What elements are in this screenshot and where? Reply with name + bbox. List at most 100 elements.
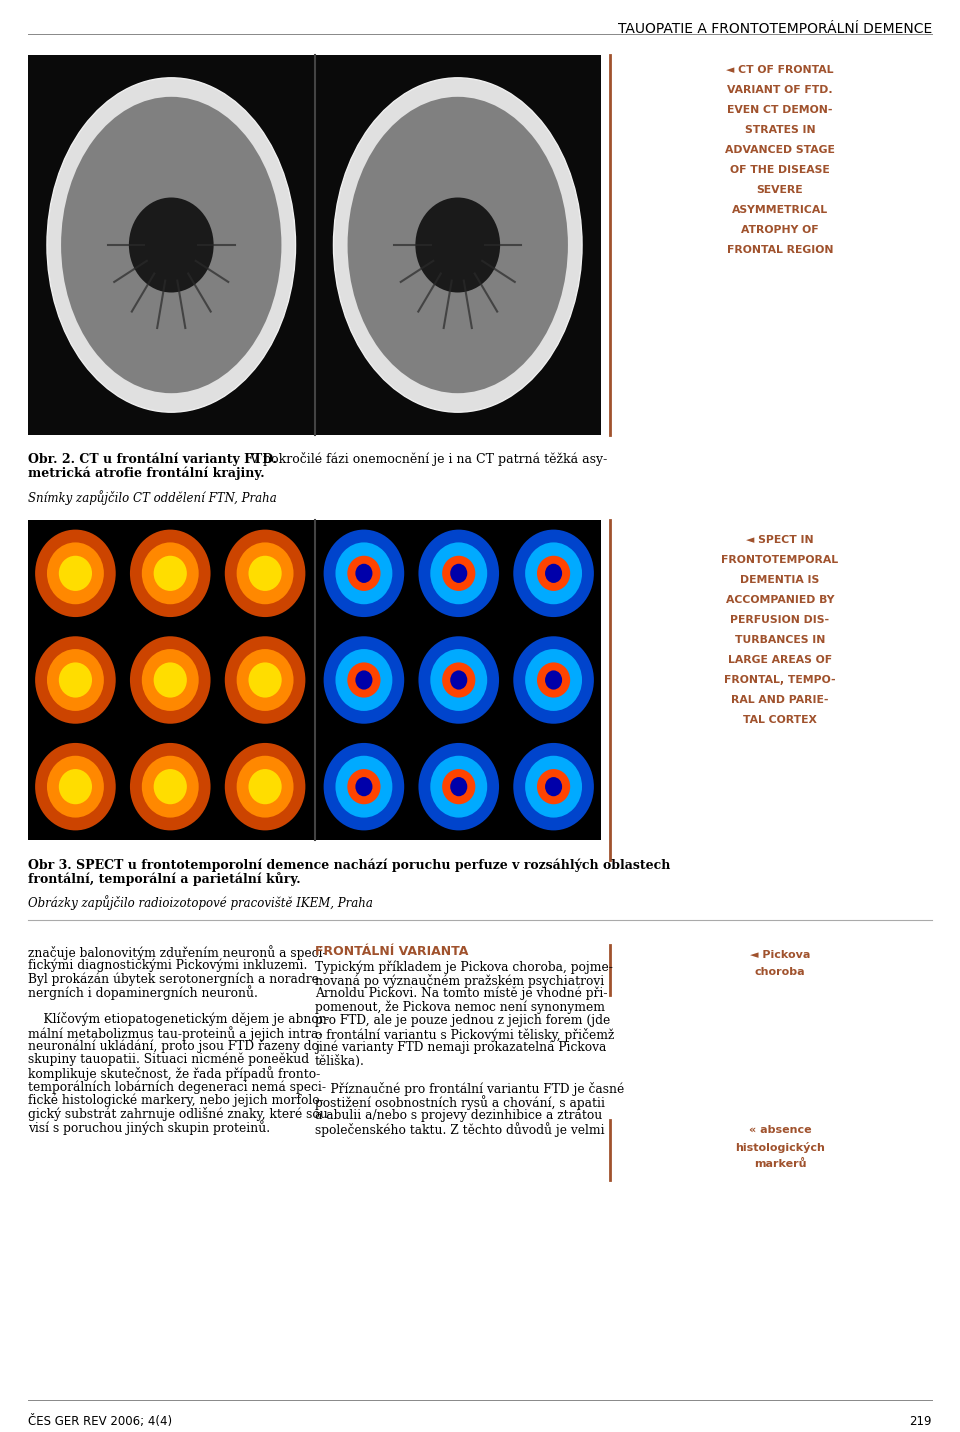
Ellipse shape xyxy=(61,97,281,394)
Ellipse shape xyxy=(450,778,468,796)
Text: FRONTOTEMPORAL: FRONTOTEMPORAL xyxy=(721,556,839,566)
Text: Klíčovým etiopatogenetickým dějem je abnor-: Klíčovým etiopatogenetickým dějem je abn… xyxy=(28,1012,328,1027)
Text: ADVANCED STAGE: ADVANCED STAGE xyxy=(725,145,835,155)
Text: ◄ CT OF FRONTAL: ◄ CT OF FRONTAL xyxy=(727,64,833,74)
Text: Obr. 2. CT u frontální varianty FTD.: Obr. 2. CT u frontální varianty FTD. xyxy=(28,453,277,465)
Ellipse shape xyxy=(335,756,393,818)
Ellipse shape xyxy=(525,543,582,604)
Ellipse shape xyxy=(335,649,393,710)
Text: těliška).: těliška). xyxy=(315,1054,365,1067)
Text: fickými diagnostickými Pickovými inkluzemi.: fickými diagnostickými Pickovými inkluze… xyxy=(28,958,307,972)
Text: Typickým příkladem je Pickova choroba, pojme-: Typickým příkladem je Pickova choroba, p… xyxy=(315,959,612,974)
Ellipse shape xyxy=(443,556,475,591)
Text: Obrázky zapůjčilo radioizotopové pracoviště IKEM, Praha: Obrázky zapůjčilo radioizotopové pracovi… xyxy=(28,895,372,909)
Ellipse shape xyxy=(36,530,116,617)
Ellipse shape xyxy=(333,77,582,412)
Text: TAL CORTEX: TAL CORTEX xyxy=(743,715,817,725)
Text: skupiny tauopatii. Situaci nicméně poneěkud: skupiny tauopatii. Situaci nicméně poneě… xyxy=(28,1053,309,1067)
Ellipse shape xyxy=(47,756,104,818)
Ellipse shape xyxy=(236,649,294,710)
Ellipse shape xyxy=(324,743,404,831)
Bar xyxy=(28,54,601,435)
Ellipse shape xyxy=(47,543,104,604)
Text: neuronální ukládání, proto jsou FTD řazeny do: neuronální ukládání, proto jsou FTD řaze… xyxy=(28,1040,319,1053)
Ellipse shape xyxy=(236,756,294,818)
Text: SEVERE: SEVERE xyxy=(756,185,804,195)
Ellipse shape xyxy=(355,778,372,796)
Ellipse shape xyxy=(47,77,296,412)
Ellipse shape xyxy=(416,198,500,292)
Text: frontální, temporální a parietální kůry.: frontální, temporální a parietální kůry. xyxy=(28,872,300,886)
Text: TAUOPATIE A FRONTOTEMPORÁLNÍ DEMENCE: TAUOPATIE A FRONTOTEMPORÁLNÍ DEMENCE xyxy=(617,21,932,36)
Ellipse shape xyxy=(236,543,294,604)
Text: mální metabolizmus tau-proteinů a jejich intra-: mální metabolizmus tau-proteinů a jejich… xyxy=(28,1025,323,1041)
Ellipse shape xyxy=(249,769,281,805)
Ellipse shape xyxy=(430,756,488,818)
Text: FRONTAL, TEMPO-: FRONTAL, TEMPO- xyxy=(724,674,836,684)
Text: pro FTD, ale je pouze jednou z jejich forem (jde: pro FTD, ale je pouze jednou z jejich fo… xyxy=(315,1014,611,1027)
Ellipse shape xyxy=(450,670,468,690)
Ellipse shape xyxy=(545,778,563,796)
Text: pomenout, že Pickova nemoc není synonymem: pomenout, že Pickova nemoc není synonyme… xyxy=(315,1001,605,1014)
Text: Obr 3. SPECT u frontotemporolní demence nachází poruchu perfuze v rozsáhlých obl: Obr 3. SPECT u frontotemporolní demence … xyxy=(28,858,670,872)
Text: PERFUSION DIS-: PERFUSION DIS- xyxy=(731,614,829,624)
Text: visí s poruchou jiných skupin proteinů.: visí s poruchou jiných skupin proteinů. xyxy=(28,1120,270,1136)
Ellipse shape xyxy=(154,556,187,591)
Ellipse shape xyxy=(36,636,116,723)
Ellipse shape xyxy=(142,543,199,604)
Text: nergních i dopaminergních neuronů.: nergních i dopaminergních neuronů. xyxy=(28,985,258,1001)
Text: FRONTAL REGION: FRONTAL REGION xyxy=(727,245,833,255)
Text: OF THE DISEASE: OF THE DISEASE xyxy=(731,165,829,175)
Ellipse shape xyxy=(514,636,594,723)
Ellipse shape xyxy=(129,198,214,292)
Text: markerů: markerů xyxy=(754,1158,806,1169)
Bar xyxy=(28,520,601,841)
Ellipse shape xyxy=(348,769,380,805)
Text: V pokročilé fázi onemocnění je i na CT patrná těžká asy-: V pokročilé fázi onemocnění je i na CT p… xyxy=(246,453,608,465)
Text: jiné varianty FTD nemaji prokazatelná Pickova: jiné varianty FTD nemaji prokazatelná Pi… xyxy=(315,1041,607,1054)
Ellipse shape xyxy=(59,769,92,805)
Text: temporálních lobárních degeneraci nemá speci-: temporálních lobárních degeneraci nemá s… xyxy=(28,1080,326,1094)
Text: gický substrát zahrnuje odlišné znaky, které sou-: gický substrát zahrnuje odlišné znaky, k… xyxy=(28,1107,332,1121)
Ellipse shape xyxy=(525,756,582,818)
Ellipse shape xyxy=(225,530,305,617)
Ellipse shape xyxy=(355,564,372,583)
Text: ◄ SPECT IN: ◄ SPECT IN xyxy=(746,536,814,546)
Text: Arnoldu Pickovi. Na tomto místě je vhodné při-: Arnoldu Pickovi. Na tomto místě je vhodn… xyxy=(315,987,608,1001)
Ellipse shape xyxy=(545,564,563,583)
Ellipse shape xyxy=(225,743,305,831)
Ellipse shape xyxy=(142,649,199,710)
Ellipse shape xyxy=(59,556,92,591)
Ellipse shape xyxy=(130,636,210,723)
Ellipse shape xyxy=(324,530,404,617)
Ellipse shape xyxy=(419,636,499,723)
Ellipse shape xyxy=(419,530,499,617)
Text: FRONTÁLNÍ VARIANTA: FRONTÁLNÍ VARIANTA xyxy=(315,945,468,958)
Ellipse shape xyxy=(450,564,468,583)
Text: novaná po význaučném pražském psychiatrovi: novaná po význaučném pražském psychiatro… xyxy=(315,974,604,988)
Text: postižení osobnostních rysů a chování, s apatii: postižení osobnostních rysů a chování, s… xyxy=(315,1095,605,1110)
Text: o frontální variantu s Pickovými tělisky, přičemž: o frontální variantu s Pickovými tělisky… xyxy=(315,1028,614,1041)
Ellipse shape xyxy=(249,663,281,697)
Text: RAL AND PARIE-: RAL AND PARIE- xyxy=(732,695,828,705)
Text: Snímky zapůjčilo CT oddělení FTN, Praha: Snímky zapůjčilo CT oddělení FTN, Praha xyxy=(28,490,276,505)
Ellipse shape xyxy=(537,663,570,697)
Text: VARIANT OF FTD.: VARIANT OF FTD. xyxy=(727,84,833,95)
Ellipse shape xyxy=(225,636,305,723)
Text: LARGE AREAS OF: LARGE AREAS OF xyxy=(728,654,832,664)
Text: DEMENTIA IS: DEMENTIA IS xyxy=(740,576,820,586)
Ellipse shape xyxy=(430,543,488,604)
Ellipse shape xyxy=(348,97,568,394)
Text: metrická atrofie frontální krajiny.: metrická atrofie frontální krajiny. xyxy=(28,465,265,480)
Ellipse shape xyxy=(537,556,570,591)
Ellipse shape xyxy=(154,769,187,805)
Text: « absence: « absence xyxy=(749,1126,811,1136)
Ellipse shape xyxy=(154,663,187,697)
Text: STRATES IN: STRATES IN xyxy=(745,125,815,135)
Text: ATROPHY OF: ATROPHY OF xyxy=(741,225,819,235)
Ellipse shape xyxy=(348,556,380,591)
Text: značuje balonovitým zduřením neuronů a speci-: značuje balonovitým zduřením neuronů a s… xyxy=(28,945,326,959)
Text: a abulii a/nebo s projevy dezinhibice a ztrátou: a abulii a/nebo s projevy dezinhibice a … xyxy=(315,1108,602,1123)
Ellipse shape xyxy=(36,743,116,831)
Text: 219: 219 xyxy=(909,1415,932,1428)
